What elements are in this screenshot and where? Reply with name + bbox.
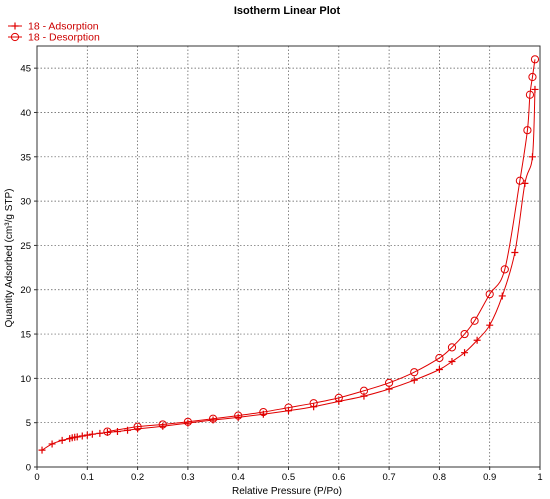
series-18-desorption <box>103 55 540 436</box>
y-axis-label: Quantity Adsorbed (cm³/g STP) <box>4 189 15 328</box>
x-tick-label: 0.3 <box>181 472 194 483</box>
plus-marker <box>461 349 469 357</box>
plus-marker <box>83 431 91 439</box>
plus-marker <box>58 436 66 444</box>
y-tick-label: 25 <box>20 241 31 252</box>
circle-marker <box>259 407 268 417</box>
circle-marker <box>103 427 112 436</box>
circle-marker <box>525 90 535 99</box>
plus-marker <box>159 422 167 430</box>
circle-marker <box>309 399 318 408</box>
circle-marker <box>234 411 243 420</box>
y-tick-label: 10 <box>20 374 31 385</box>
circle-marker <box>523 126 532 135</box>
plus-marker <box>498 292 506 300</box>
y-tick-label: 45 <box>20 64 31 75</box>
plus-marker <box>360 392 368 400</box>
x-axis-label: Relative Pressure (P/Po) <box>232 486 342 497</box>
plus-marker <box>113 428 121 436</box>
x-tick-label: 0.4 <box>232 472 245 483</box>
tick-labels: 0 0.1 0.2 0.3 0.4 0.5 0.6 0.7 0.8 0.9 105101520253… <box>20 64 542 483</box>
circle-marker <box>133 422 142 431</box>
legend-item: 18 - Desorption <box>8 32 100 44</box>
circle-marker <box>447 343 457 352</box>
y-tick-label: 35 <box>20 152 31 163</box>
x-tick-label: 0.6 <box>332 472 345 483</box>
x-tick-label: 1 <box>537 472 542 483</box>
plus-marker <box>38 446 46 454</box>
legend-item: 18 - Adsorption <box>8 21 99 33</box>
x-tick-label: 0.7 <box>382 472 395 483</box>
x-tick-label: 0.1 <box>81 472 94 483</box>
circle-marker <box>410 368 419 377</box>
chart-title: Isotherm Linear Plot <box>234 5 341 17</box>
plus-marker <box>48 440 56 448</box>
plus-marker <box>511 249 519 257</box>
circle-marker <box>158 420 167 429</box>
circle-marker <box>528 72 537 82</box>
circle-marker <box>359 386 369 395</box>
circle-marker <box>500 265 509 274</box>
plus-marker <box>486 321 494 329</box>
x-tick-label: 0.8 <box>433 472 446 483</box>
circle-marker <box>284 403 293 412</box>
circle-marker <box>530 55 540 64</box>
y-tick-label: 40 <box>20 108 31 119</box>
plus-marker <box>531 85 539 93</box>
x-tick-label: 0.5 <box>282 472 295 483</box>
y-tick-label: 0 <box>26 463 31 474</box>
legend-circle-marker <box>10 32 20 42</box>
plus-marker <box>473 336 481 344</box>
plus-marker <box>448 358 456 366</box>
plus-marker <box>78 432 86 440</box>
plus-marker <box>435 366 443 374</box>
plus-marker <box>234 413 242 421</box>
circle-marker <box>460 329 469 339</box>
plus-marker <box>410 376 418 384</box>
circle-marker <box>183 417 192 426</box>
legend-label: 18 - Adsorption <box>28 21 99 33</box>
legend-plus-marker <box>11 22 19 30</box>
circle-marker <box>208 414 218 423</box>
x-tick-label: 0.9 <box>483 472 496 483</box>
plot-frame <box>34 45 541 470</box>
plus-marker <box>528 153 536 161</box>
circle-marker <box>470 316 479 325</box>
x-tick-label: 0.2 <box>131 472 144 483</box>
circle-marker <box>435 353 444 363</box>
circle-marker <box>385 378 394 387</box>
circle-marker <box>485 290 494 299</box>
x-tick-label: 0 <box>34 472 39 483</box>
y-tick-label: 20 <box>20 285 31 296</box>
y-tick-label: 5 <box>26 418 31 429</box>
data-series <box>38 55 540 454</box>
y-tick-label: 15 <box>20 330 31 341</box>
plus-marker <box>73 433 81 441</box>
plus-marker <box>88 430 96 438</box>
legend-label: 18 - Desorption <box>28 32 100 44</box>
series-line <box>107 59 536 433</box>
circle-marker <box>334 393 343 402</box>
y-tick-label: 30 <box>20 197 31 208</box>
circle-marker <box>515 176 524 185</box>
plus-marker <box>96 429 104 437</box>
